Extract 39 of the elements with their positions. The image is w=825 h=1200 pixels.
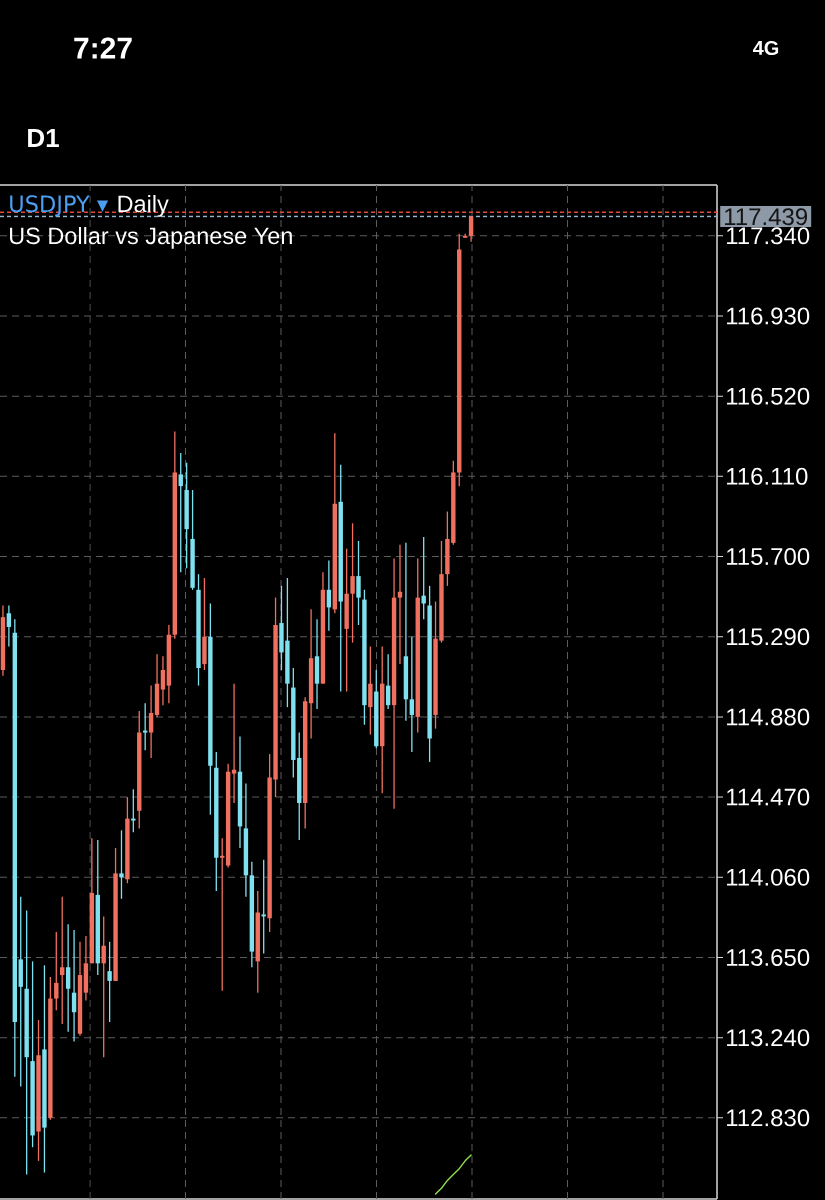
candlestick bbox=[409, 636, 415, 753]
annotation: Daily bbox=[118, 194, 169, 217]
candlestick bbox=[60, 896, 65, 1025]
candlestick bbox=[6, 604, 12, 648]
candlestick bbox=[65, 923, 71, 1033]
candlestick bbox=[231, 683, 237, 804]
candlestick bbox=[368, 645, 373, 736]
candlestick bbox=[54, 931, 59, 1011]
candlestick bbox=[350, 522, 355, 644]
y-tick-label: 115.290 bbox=[727, 628, 810, 646]
y-tick-label: 115.700 bbox=[727, 548, 810, 566]
candlestick bbox=[160, 655, 166, 706]
candlestick bbox=[131, 788, 136, 833]
text: US Dollar vs Japanese Yen bbox=[10, 226, 292, 249]
y-tick-label: 114.060 bbox=[727, 868, 810, 886]
candlestick bbox=[356, 540, 361, 626]
candlestick bbox=[421, 536, 426, 620]
candlestick bbox=[468, 215, 474, 243]
y-tick-label: 117.340 bbox=[727, 227, 810, 245]
y-tick-label: 116.930 bbox=[727, 307, 810, 325]
y-tick-label: 116.110 bbox=[727, 467, 808, 485]
y-tick-label: 116.520 bbox=[727, 387, 810, 405]
chart-title: USDJPY ▾ bbox=[10, 195, 109, 217]
y-tick-label: 112.830 bbox=[727, 1109, 810, 1127]
candlestick bbox=[148, 684, 154, 759]
candlestick bbox=[397, 544, 403, 665]
text: D1 bbox=[28, 129, 59, 147]
y-tick-label: 113.240 bbox=[727, 1029, 810, 1047]
ref-line-label: 117.439 bbox=[725, 208, 808, 226]
text: 4G bbox=[752, 40, 779, 56]
candlestick bbox=[119, 829, 124, 900]
text: 7:27 bbox=[74, 37, 132, 59]
candlestick bbox=[261, 859, 266, 955]
y-tick-label: 114.880 bbox=[727, 708, 810, 726]
y-tick-label: 114.470 bbox=[727, 788, 810, 806]
candlestick bbox=[107, 941, 112, 1023]
line-series bbox=[434, 1154, 472, 1195]
y-tick-label: 113.650 bbox=[727, 948, 810, 966]
candlestick bbox=[178, 452, 183, 573]
